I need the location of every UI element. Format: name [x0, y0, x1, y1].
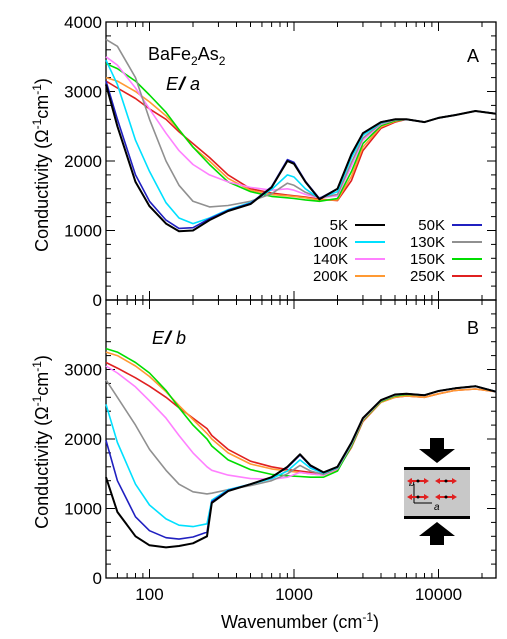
legend-label-200k: 200K — [313, 268, 348, 285]
inset-top-arrow-stem — [430, 438, 444, 450]
spin-arrow-head-right — [424, 494, 429, 500]
inset-sample — [404, 470, 470, 516]
spin-arrow-head-right — [424, 478, 429, 484]
panel-b-y-tick-labels: 0 1000 2000 3000 — [64, 361, 102, 589]
legend-label-5k: 5K — [330, 217, 348, 234]
panel-a-curves — [105, 38, 497, 233]
spin-arrow-head-right — [452, 494, 457, 500]
inset-bottom-arrow-stem — [430, 535, 444, 545]
detwinning-inset: b a — [404, 438, 470, 545]
panel-a-ticks — [105, 21, 496, 301]
panel-a-legend: 5K 50K 100K 130K 140K 150K 200K 250K — [313, 217, 482, 285]
inset-a-label: a — [434, 502, 440, 513]
spin-arrow-head-left — [407, 494, 412, 500]
inset-bottom-arrow — [419, 522, 455, 536]
y-tick-label: 2000 — [64, 430, 102, 449]
spin-site — [444, 495, 448, 499]
inset-bottom-plate — [404, 516, 470, 519]
panel-b: 0 1000 2000 3000 100 1000 10000 E// b B Condu… — [30, 299, 497, 632]
panel-a-letter: A — [467, 46, 479, 66]
spin-arrow-head-left — [407, 478, 412, 484]
spin-arrow-head-right — [452, 478, 457, 484]
spin-site — [444, 479, 448, 483]
x-axis-title: Wavenumber (cm-1) — [221, 610, 379, 632]
spin-arrow-head-left — [435, 478, 440, 484]
legend-label-100k: 100K — [313, 234, 348, 251]
panel-b-polarization-label: E// b — [152, 328, 186, 348]
panel-a-y-tick-labels: 0 1000 2000 3000 4000 — [64, 13, 102, 310]
inset-spin-arrows — [407, 478, 457, 500]
panel-b-y-axis-title: Conductivity (Ω-1cm-1) — [30, 355, 52, 529]
panel-b-curves — [105, 347, 497, 549]
panel-b-x-tick-labels: 100 1000 10000 — [135, 585, 462, 604]
y-tick-label: 4000 — [64, 13, 102, 32]
y-tick-label: 0 — [93, 291, 102, 310]
panel-b-ticks — [105, 299, 496, 579]
y-tick-label: 2000 — [64, 152, 102, 171]
legend-label-130k: 130K — [410, 234, 445, 251]
spin-site — [416, 479, 420, 483]
inset-top-plate — [404, 467, 470, 470]
x-tick-label: 100 — [135, 585, 163, 604]
x-tick-label: 1000 — [275, 585, 313, 604]
x-tick-label: 10000 — [415, 585, 462, 604]
legend-label-150k: 150K — [410, 251, 445, 268]
inset-top-arrow — [419, 449, 455, 463]
legend-label-140k: 140K — [313, 251, 348, 268]
panel-b-letter: B — [467, 318, 479, 338]
series-line-5k — [105, 84, 497, 233]
y-tick-label: 1000 — [64, 500, 102, 519]
y-tick-label: 3000 — [64, 361, 102, 380]
legend-label-50k: 50K — [418, 217, 445, 234]
y-tick-label: 1000 — [64, 222, 102, 241]
series-line-5k — [105, 385, 497, 549]
spin-arrow-head-left — [435, 494, 440, 500]
y-tick-label: 3000 — [64, 83, 102, 102]
panel-a-compound-label: BaFe2As2 — [148, 44, 226, 68]
y-tick-label: 0 — [93, 569, 102, 588]
panel-a-polarization-label: E// a — [166, 74, 200, 94]
panel-a-y-axis-title: Conductivity (Ω-1cm-1) — [30, 78, 52, 252]
legend-label-250k: 250K — [410, 268, 445, 285]
spin-site — [416, 495, 420, 499]
panel-a: 0 1000 2000 3000 4000 BaFe2As2 E// a A Condu… — [30, 13, 497, 310]
